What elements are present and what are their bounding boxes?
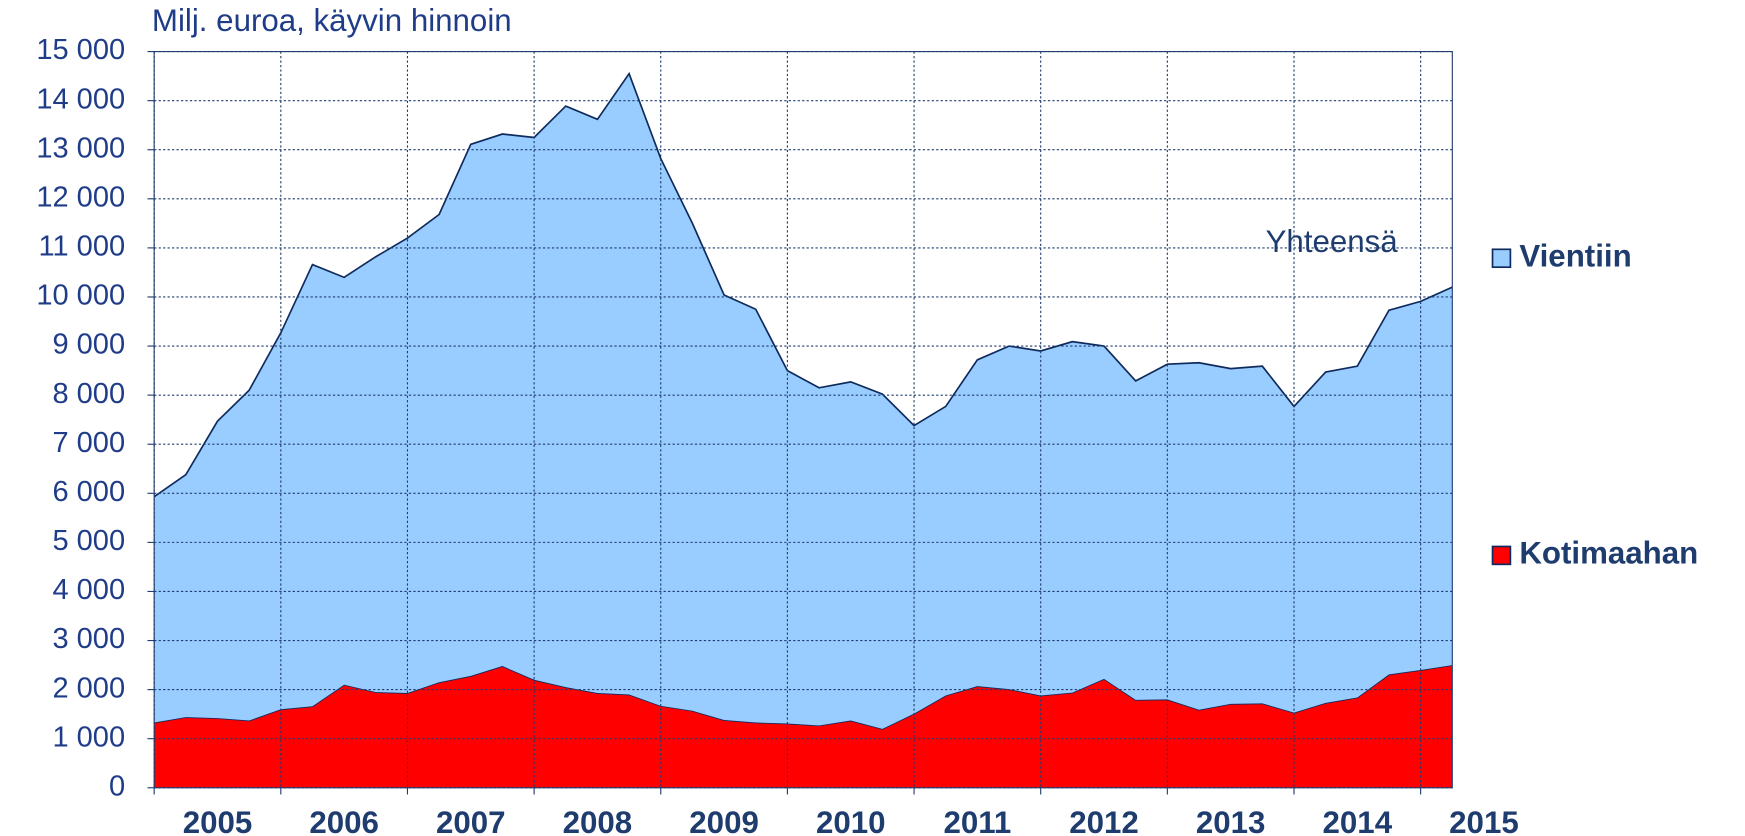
y-tick-label: 7 000 <box>52 427 125 459</box>
x-tick-label: 2011 <box>943 805 1011 836</box>
x-tick-label: 2010 <box>816 805 886 836</box>
y-tick-label: 9 000 <box>52 329 125 361</box>
y-tick-label: 2 000 <box>52 672 125 704</box>
legend-swatch <box>1491 248 1512 269</box>
plot-frame <box>153 51 1453 789</box>
x-tick-label: 2005 <box>183 805 253 836</box>
y-tick-label: 8 000 <box>52 378 125 410</box>
y-tick-label: 14 000 <box>36 83 125 115</box>
x-tick-label: 2012 <box>1069 805 1139 836</box>
x-tick-label: 2015 <box>1449 805 1519 836</box>
y-tick-label: 11 000 <box>38 231 125 263</box>
y-tick-label: 0 <box>109 770 125 802</box>
x-tick-label: 2014 <box>1323 805 1393 836</box>
legend-label: Kotimaahan <box>1519 536 1698 571</box>
x-tick-label: 2013 <box>1196 805 1266 836</box>
y-tick-label: 5 000 <box>52 525 125 557</box>
y-tick-label: 10 000 <box>36 280 125 312</box>
y-tick-label: 12 000 <box>36 181 125 213</box>
area <box>154 73 1453 729</box>
y-axis-label: Milj. euroa, käyvin hinnoin <box>152 3 512 38</box>
area-outline <box>153 71 1453 498</box>
y-tick-label: 6 000 <box>52 476 125 508</box>
y-tick-label: 3 000 <box>52 623 125 655</box>
legend-swatch <box>1491 545 1512 566</box>
x-tick-label: 2006 <box>309 805 379 836</box>
x-tick-label: 2008 <box>563 805 633 836</box>
x-tick-label: 2007 <box>436 805 506 836</box>
y-tick-label: 13 000 <box>36 132 125 164</box>
y-tick-label: 4 000 <box>52 574 125 606</box>
annotation: Yhteensä <box>1266 224 1399 259</box>
y-tick-label: 1 000 <box>52 721 125 753</box>
legend-label: Vientiin <box>1519 239 1631 274</box>
y-tick-label: 15 000 <box>36 34 125 66</box>
area <box>154 665 1453 788</box>
x-tick-label: 2009 <box>689 805 759 836</box>
